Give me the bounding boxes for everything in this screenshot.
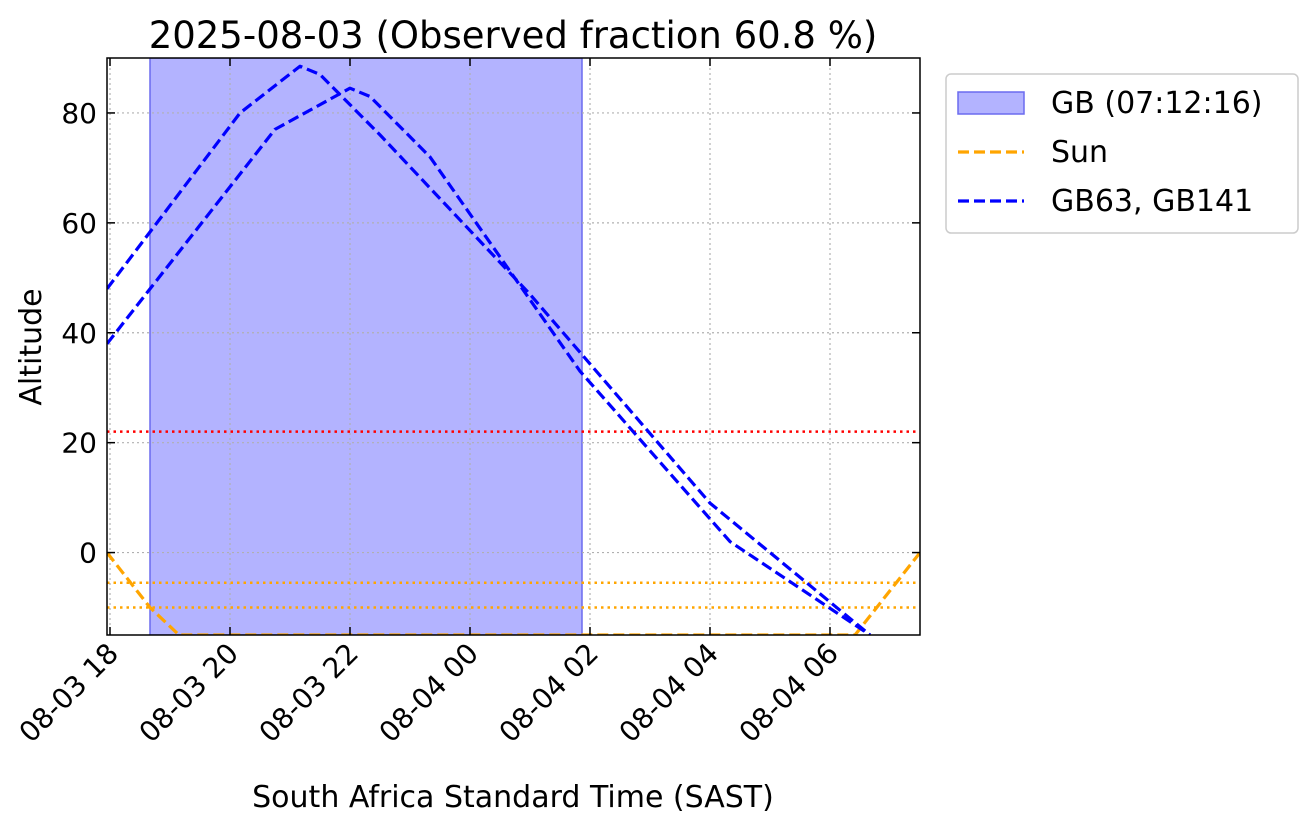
y-axis-label: Altitude [14, 288, 49, 405]
y-tick-label: 80 [61, 97, 97, 130]
legend-label: GB (07:12:16) [1051, 86, 1263, 121]
x-tick-label: 08-04 02 [493, 637, 605, 749]
x-tick-label: 08-04 04 [613, 637, 725, 749]
legend-swatch-window [957, 91, 1025, 115]
y-tick-label: 20 [61, 427, 97, 460]
x-tick-label: 08-03 22 [253, 637, 365, 749]
y-tick-label: 0 [79, 537, 97, 570]
x-tick-label: 08-04 00 [373, 637, 485, 749]
x-axis-label: South Africa Standard Time (SAST) [252, 780, 774, 815]
chart-title: 2025-08-03 (Observed fraction 60.8 %) [149, 14, 878, 57]
x-tick-label: 08-03 18 [13, 637, 125, 749]
y-tick-label: 60 [61, 207, 97, 240]
legend-label: Sun [1051, 135, 1108, 170]
series-line-sun [107, 551, 920, 635]
legend-box [945, 73, 1299, 234]
series-line-gb141 [107, 86, 871, 635]
series-line-gb63 [107, 64, 872, 635]
x-tick-label: 08-04 06 [733, 637, 845, 749]
observed-window-band [149, 58, 583, 635]
plot-frame [106, 57, 921, 636]
legend-label: GB63, GB141 [1051, 184, 1253, 219]
plot-area: 08-03 18 08-03 20 08-03 22 08-04 00 08-04 02… [13, 57, 921, 749]
x-tick-label: 08-03 20 [133, 637, 245, 749]
y-tick-label: 40 [61, 317, 97, 350]
legend: GB (07:12:16) Sun GB63, GB141 [945, 73, 1299, 234]
